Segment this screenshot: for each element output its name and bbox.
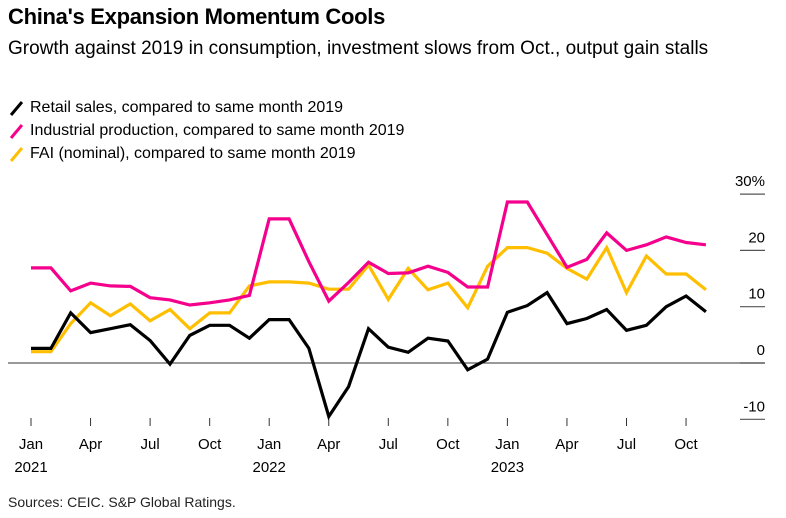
- series-line-fai: [31, 244, 707, 354]
- series-line-retail-sales: [31, 290, 707, 421]
- chart-title: China's Expansion Momentum Cools: [8, 4, 386, 29]
- x-tick-label: Jul: [141, 436, 160, 453]
- y-tick-label: 30%: [735, 173, 765, 190]
- series-line-industrial-production: [31, 200, 707, 307]
- y-tick-label: 0: [757, 342, 765, 359]
- x-tick-label: Jul: [379, 436, 398, 453]
- y-tick-label: 10: [748, 286, 765, 303]
- legend-label: Industrial production, compared to same …: [30, 121, 405, 139]
- x-axis: Jan 2021 Apr Jul Oct Jan 2022 Apr Jul Oct Jan 2023 A…: [14, 418, 699, 476]
- legend-label: FAI (nominal), compared to same month 20…: [30, 144, 356, 162]
- x-tick-label: Jul: [617, 436, 636, 453]
- legend: Retail sales, compared to same month 201…: [8, 96, 404, 165]
- legend-item-retail-sales: Retail sales, compared to same month 201…: [8, 96, 404, 119]
- chart-subtitle: Growth against 2019 in consumption, inve…: [8, 38, 709, 59]
- x-tick-label: Jan: [19, 436, 43, 453]
- x-tick-label: Apr: [555, 436, 578, 453]
- y-axis: 30% 20 10 0 -10: [8, 173, 765, 420]
- y-tick-label: -10: [743, 398, 765, 415]
- x-tick-label: Oct: [436, 436, 460, 453]
- source-note: Sources: CEIC. S&P Global Ratings.: [8, 494, 236, 510]
- x-tick-label: Jan: [257, 436, 281, 453]
- legend-item-fai: FAI (nominal), compared to same month 20…: [8, 142, 404, 165]
- legend-item-industrial-production: Industrial production, compared to same …: [8, 119, 404, 142]
- x-tick-label: Oct: [674, 436, 698, 453]
- series-layer: [31, 200, 707, 421]
- x-tick-year-label: 2021: [14, 459, 47, 476]
- x-tick-label: Apr: [79, 436, 102, 453]
- x-tick-label: Apr: [317, 436, 340, 453]
- y-tick-label: 20: [748, 229, 765, 246]
- x-tick-year-label: 2022: [253, 459, 286, 476]
- x-tick-label: Jan: [495, 436, 519, 453]
- legend-label: Retail sales, compared to same month 201…: [30, 98, 344, 116]
- x-tick-label: Oct: [198, 436, 222, 453]
- x-tick-year-label: 2023: [491, 459, 524, 476]
